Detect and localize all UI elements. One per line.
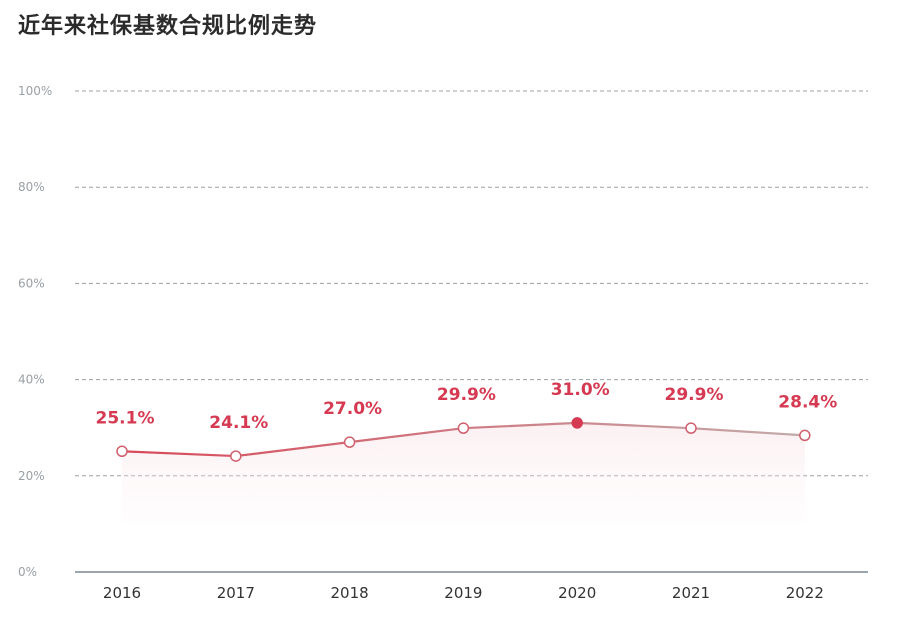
data-labels: 25.1% 24.1% 27.0% 29.9% 31.0% 29.9% 28.4%	[96, 380, 838, 433]
x-tick-label: 2021	[672, 584, 710, 602]
data-point	[571, 417, 583, 429]
data-point	[116, 445, 128, 458]
x-tick-label: 2018	[331, 584, 369, 602]
y-tick-label: 0%	[18, 565, 37, 579]
y-tick-label: 20%	[18, 469, 45, 483]
x-tick-label: 2017	[217, 584, 255, 602]
y-tick-label: 40%	[18, 373, 45, 387]
data-label: 24.1%	[209, 413, 268, 433]
x-tick-label: 2016	[103, 584, 141, 602]
x-tick-label: 2022	[786, 584, 824, 602]
x-tick-label: 2019	[444, 584, 482, 602]
data-label: 29.9%	[437, 385, 496, 405]
x-axis-ticks: 2016 2017 2018 2019 2020 2021 2022	[103, 584, 824, 602]
data-label: 28.4%	[778, 392, 837, 412]
y-tick-label: 60%	[18, 276, 45, 290]
data-label: 31.0%	[551, 380, 610, 400]
data-point	[457, 422, 470, 434]
y-tick-label: 80%	[18, 180, 45, 194]
area-fill-path	[122, 422, 805, 524]
data-point	[230, 450, 242, 462]
data-label: 25.1%	[96, 408, 155, 428]
data-label: 29.9%	[665, 385, 724, 405]
data-label: 27.0%	[323, 399, 382, 419]
data-point	[685, 422, 697, 434]
data-point	[343, 436, 356, 448]
data-point	[799, 429, 811, 442]
y-axis-ticks: 0% 20% 40% 60% 80% 100%	[18, 84, 52, 579]
chart-title: 近年来社保基数合规比例走势	[18, 14, 318, 39]
area-fill	[122, 422, 805, 524]
y-tick-label: 100%	[18, 84, 52, 98]
x-tick-label: 2020	[558, 584, 596, 602]
data-points	[116, 417, 811, 462]
